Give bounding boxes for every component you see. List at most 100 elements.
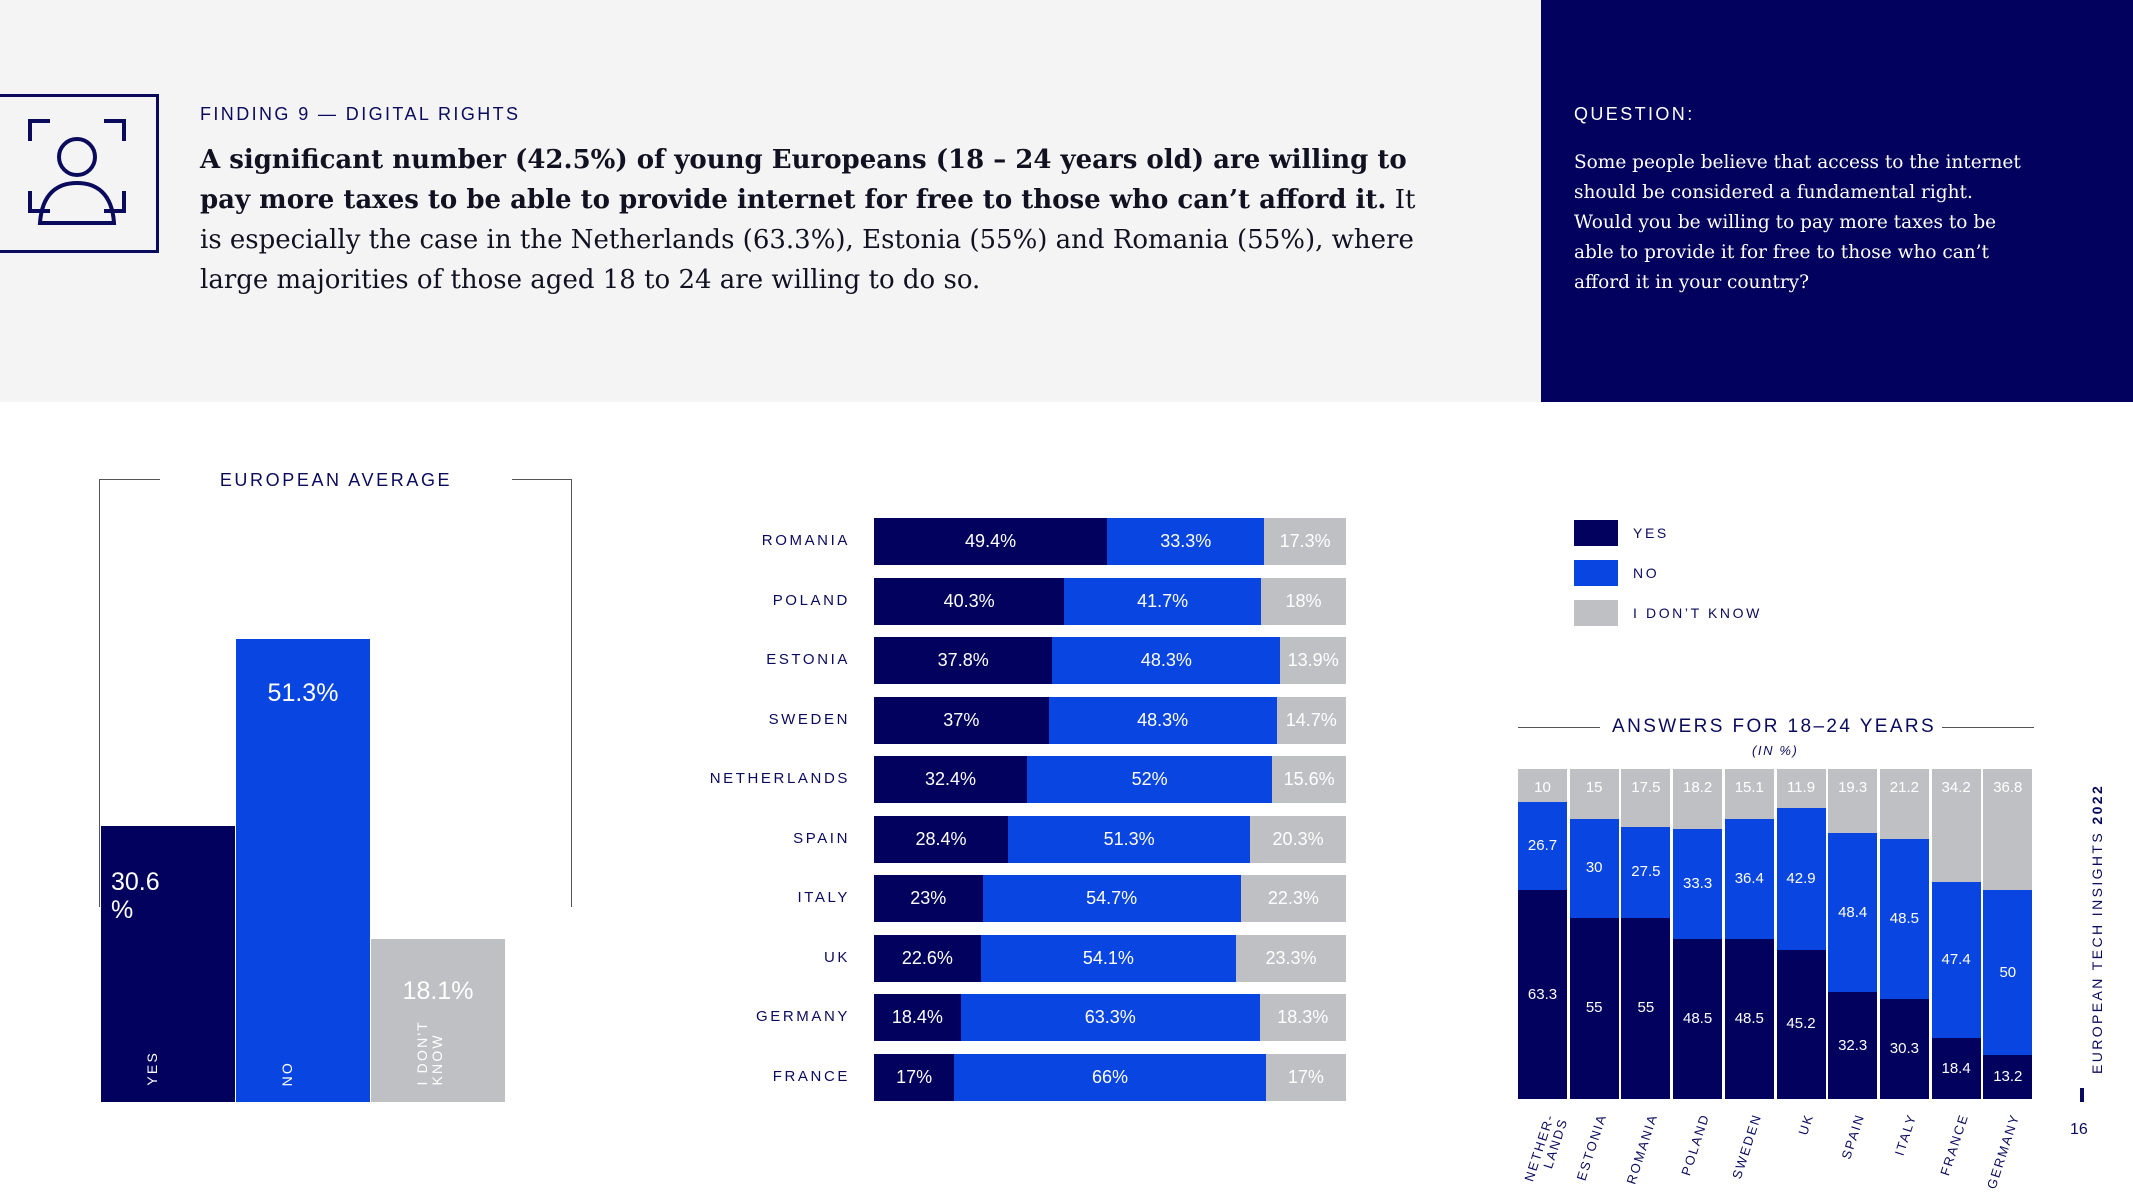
bar-segment xyxy=(1280,637,1346,684)
european-average-title: EUROPEAN AVERAGE xyxy=(160,470,512,491)
bar-segment xyxy=(1879,999,1929,1099)
legend-label: I DON’T KNOW xyxy=(1633,605,1762,621)
legend-label: NO xyxy=(1633,565,1660,581)
bar-segment xyxy=(1518,769,1567,802)
category-label: ITALY xyxy=(1891,1111,1920,1158)
bar-segment xyxy=(1272,756,1346,803)
row-label: UK xyxy=(823,948,850,966)
bar-segment xyxy=(874,518,1108,565)
row-label: ROMANIA xyxy=(761,532,850,549)
segment-value: 54.7% xyxy=(1086,888,1138,908)
bar-segment xyxy=(1983,1055,2033,1099)
european-average-category: YES xyxy=(144,1051,160,1086)
bar-segment xyxy=(1259,994,1346,1041)
segment-value: 32.4% xyxy=(924,769,976,789)
bar-segment xyxy=(874,696,1049,744)
category-label: SPAIN xyxy=(1838,1111,1868,1162)
segment-value: 22.3% xyxy=(1267,888,1319,908)
bar-segment xyxy=(874,934,981,982)
segment-value: 21.2 xyxy=(1889,779,1919,796)
segment-value: 55 xyxy=(1637,999,1655,1017)
segment-value: 18.4% xyxy=(891,1007,943,1027)
bar-segment xyxy=(1064,577,1262,625)
segment-value: 33.3% xyxy=(1160,531,1212,551)
segment-value: 36.8 xyxy=(1993,779,2023,796)
bar-segment xyxy=(874,756,1027,803)
bar-segment xyxy=(1518,802,1567,891)
bar-segment xyxy=(874,1053,955,1101)
bar-segment xyxy=(1879,838,1929,999)
bar-segment xyxy=(1621,769,1671,827)
segment-value: 66% xyxy=(1091,1066,1128,1087)
category-label: SWEDEN xyxy=(1728,1111,1765,1181)
row-label: NETHERLANDS xyxy=(709,770,850,787)
bar-segment xyxy=(1621,917,1671,1099)
bar-segment xyxy=(1008,815,1251,863)
bar-segment xyxy=(1931,1038,1981,1099)
finding-label: FINDING 9 — DIGITAL RIGHTS xyxy=(200,104,521,124)
bar-segment xyxy=(874,815,1009,863)
bar-segment xyxy=(1879,769,1929,839)
vertical-chart-title: ANSWERS FOR 18–24 YEARS xyxy=(1612,716,1937,737)
bar-segment xyxy=(1828,769,1878,833)
segment-value: 36.4 xyxy=(1734,869,1764,887)
european-average-bar xyxy=(101,825,235,1102)
row-label: SPAIN xyxy=(793,829,850,847)
european-average-category: I DON'T KNOW xyxy=(414,1020,445,1086)
row-label: SWEDEN xyxy=(768,710,850,728)
category-label: ROMANIA xyxy=(1623,1111,1661,1187)
segment-value: 18.3% xyxy=(1277,1007,1329,1027)
segment-value: 23% xyxy=(910,888,947,908)
bar-segment xyxy=(1724,818,1774,939)
bar-segment xyxy=(1569,818,1619,918)
segment-value: 33.3 xyxy=(1682,875,1713,892)
segment-value: 48.5 xyxy=(1734,1009,1764,1027)
segment-value: 17.3% xyxy=(1279,531,1331,551)
finding-bold-text: A significant number (42.5%) of young Eu… xyxy=(200,145,1407,215)
bar-segment xyxy=(1828,992,1878,1099)
bar-segment xyxy=(1673,938,1723,1099)
segment-value: 10 xyxy=(1534,779,1551,796)
side-marker xyxy=(2080,1088,2084,1102)
segment-value: 18% xyxy=(1285,590,1322,611)
row-label: POLAND xyxy=(772,591,850,609)
segment-value: 52% xyxy=(1131,769,1168,789)
category-label: NETHER- LANDS xyxy=(1521,1111,1571,1184)
finding-rest-text: It is especially the case in the Netherl… xyxy=(200,185,1416,295)
page-number: 16 xyxy=(2070,1121,2088,1138)
bar-segment xyxy=(960,994,1260,1041)
bar-segment xyxy=(874,875,983,922)
legend-swatch xyxy=(1574,520,1618,546)
segment-value: 23.3% xyxy=(1265,947,1317,968)
segment-value: 14.7% xyxy=(1285,709,1337,730)
question-text: Some people believe that access to the i… xyxy=(1574,152,2021,293)
segment-value: 40.3% xyxy=(943,590,995,611)
segment-value: 15.6% xyxy=(1283,769,1335,789)
bar-segment xyxy=(1261,577,1346,625)
bar-segment xyxy=(1265,1053,1346,1101)
bar-segment xyxy=(1569,769,1619,819)
bar-segment xyxy=(1264,518,1346,565)
segment-value: 48.3% xyxy=(1137,709,1189,730)
segment-value: 18.4 xyxy=(1941,1059,1971,1077)
segment-value: 32.3 xyxy=(1838,1036,1868,1054)
bar-segment xyxy=(1240,875,1346,922)
segment-value: 17% xyxy=(1287,1066,1324,1087)
row-label: ESTONIA xyxy=(766,651,850,668)
segment-value: 48.3% xyxy=(1140,650,1192,670)
question-label: QUESTION: xyxy=(1574,104,1695,124)
category-label: ESTONIA xyxy=(1573,1111,1610,1183)
bar-segment xyxy=(1776,808,1826,950)
segment-value: 47.4 xyxy=(1941,951,1971,969)
european-average-bar xyxy=(371,938,505,1102)
finding-text: A significant number (42.5%) of young Eu… xyxy=(200,140,1420,300)
segment-value: 48.4 xyxy=(1838,903,1868,921)
row-label: ITALY xyxy=(797,889,850,906)
segment-value: 13.9% xyxy=(1287,650,1339,670)
bar-segment xyxy=(1724,938,1774,1099)
segment-value: 19.3 xyxy=(1838,779,1868,796)
bar-segment xyxy=(1276,696,1346,744)
segment-value: 15 xyxy=(1585,779,1603,796)
bar-segment xyxy=(1048,696,1277,744)
segment-value: 50 xyxy=(1999,963,2017,981)
